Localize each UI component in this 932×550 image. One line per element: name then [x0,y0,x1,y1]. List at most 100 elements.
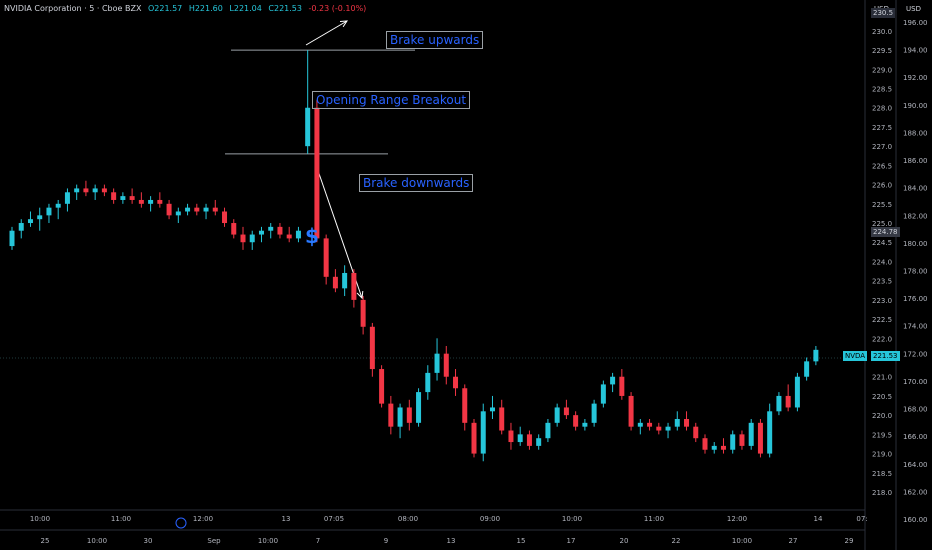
candle-body [619,376,625,396]
candle-body [212,207,218,212]
opening-range-breakout-label[interactable]: Opening Range Breakout [312,91,471,109]
price-tick-inner: 222.5 [872,316,892,324]
time-tick-inner: 11:00 [644,515,664,523]
dollar-icon[interactable]: $ [305,224,319,248]
candle-body [693,426,699,439]
price-tick-inner: 227.5 [872,124,892,132]
candle-body [92,188,98,193]
candle-body [27,219,33,224]
time-tick-outer: 10:00 [87,537,107,545]
candle-body [628,395,634,427]
candle-body [425,372,431,393]
candle-body [665,426,671,431]
candle-body [720,445,726,450]
candle-body [739,434,745,446]
candle-body [369,326,375,370]
time-tick-inner: 12:00 [727,515,747,523]
candle-body [489,407,495,412]
time-tick-inner: 07:05 [324,515,344,523]
time-tick-inner: 12:00 [193,515,213,523]
time-tick-outer: 22 [672,537,681,545]
candle-body [443,353,449,377]
candle-body [388,403,394,427]
candle-body [148,199,154,204]
candle-body [480,411,486,454]
candle-body [536,438,542,446]
currency-outer[interactable]: USD [906,5,921,13]
candle-body [656,426,662,431]
time-tick-outer: 20 [620,537,629,545]
price-tick-inner: 227.0 [872,143,892,151]
time-tick-outer: 29 [845,537,854,545]
candle-body [702,438,708,450]
price-tick-outer: 194.00 [903,47,928,55]
price-tick-outer: 182.00 [903,212,928,220]
time-tick-inner: 08:00 [398,515,418,523]
candle-body [240,234,246,243]
candle-body [342,272,348,289]
price-tick-outer: 164.00 [903,461,928,469]
price-tick-inner: 224.5 [872,239,892,247]
candle-body [397,407,403,427]
top-price-badge: 230.5 [871,8,896,18]
price-tick-outer: 170.00 [903,378,928,386]
price-tick-inner: 226.5 [872,162,892,170]
time-tick-inner: 10:00 [30,515,50,523]
time-tick-inner: 09:00 [480,515,500,523]
time-tick-inner: 13 [282,515,291,523]
candle-body [647,422,653,427]
time-tick-outer: 10:00 [258,537,278,545]
candle-body [249,234,255,243]
candle-body [231,223,237,235]
candle-body [286,234,292,239]
candle-body [610,376,616,385]
candle-body [351,272,357,300]
candle-body [64,192,70,204]
candle-body [554,407,560,423]
price-tick-inner: 228.0 [872,105,892,113]
price-tick-outer: 184.00 [903,185,928,193]
candle-body [684,418,690,427]
price-tick-outer: 176.00 [903,295,928,303]
timeline-marker-icon [175,517,187,529]
candle-body [637,422,643,427]
price-tick-inner: 218.5 [872,470,892,478]
candle-body [674,418,680,427]
candle-body [332,276,338,289]
candle-body [295,230,301,239]
price-tick-inner: 219.0 [872,451,892,459]
brake-upwards-label[interactable]: Brake upwards [386,31,484,49]
price-mark-badge: 224.78 [871,227,900,237]
brake-downwards-label[interactable]: Brake downwards [359,174,474,192]
candle-body [813,349,819,362]
price-tick-outer: 166.00 [903,433,928,441]
arrow-up-icon [305,20,348,46]
candle-body [360,299,366,327]
candle-body [508,430,514,443]
candle-body [83,188,89,193]
price-tick-outer: 172.00 [903,350,928,358]
candle-body [222,211,228,224]
price-tick-inner: 223.0 [872,297,892,305]
candle-body [526,434,532,446]
price-tick-outer: 186.00 [903,157,928,165]
time-tick-outer: 7 [316,537,320,545]
candle-body [591,403,597,423]
candle-body [268,226,274,231]
candle-body [157,199,163,204]
chart-legend-header: NVIDIA Corporation · 5 · Cboe BZX O221.5… [4,4,370,13]
candle-body [305,107,311,147]
candle-body [101,188,107,193]
time-tick-outer: 13 [447,537,456,545]
candle-body [18,223,24,231]
candle-body [730,434,736,450]
candle-body [55,203,61,208]
candle-body [314,107,320,239]
open-value: O221.57 [147,4,183,13]
candle-body [175,211,181,216]
arrow-down-icon-head [356,290,364,300]
change-value: -0.23 (-0.10%) [308,4,367,13]
time-tick-outer: 27 [789,537,798,545]
candle-body [434,353,440,373]
candle-body [582,422,588,427]
